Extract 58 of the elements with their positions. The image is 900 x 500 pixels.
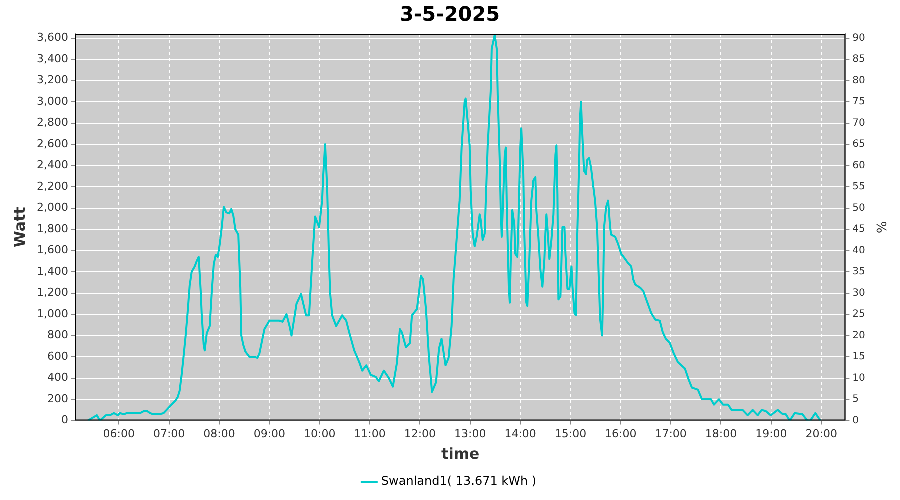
y-tick-label: 1,200 [36,286,68,300]
x-tick-label: 19:00 [756,427,788,440]
y2-tick-label: 5 [852,394,860,406]
y-tick-label: 400 [47,371,68,384]
y2-tick-label: 60 [852,160,866,172]
y-tick-label: 1,800 [36,222,68,236]
y-tick-label: 200 [47,392,68,406]
x-tick-label: 10:00 [304,427,336,440]
x-tick-label: 13:00 [454,427,486,440]
x-axis-title: time [442,444,480,463]
legend-label: Swanland1( 13.671 kWh ) [381,474,537,488]
y-tick-label: 3,200 [36,74,68,87]
x-tick-label: 12:00 [404,427,436,440]
x-tick-label: 18:00 [705,427,738,440]
y-tick-label: 3,400 [36,52,68,66]
y2-tick-label: 0 [852,415,860,426]
x-tick-label: 08:00 [204,427,236,440]
y2-tick-label: 75 [852,96,866,108]
y-tick-label: 600 [47,350,68,363]
y-tick-label: 1,600 [36,244,68,257]
y2-tick-label: 65 [852,139,866,150]
y2-tick-label: 55 [852,182,866,193]
y2-tick-label: 70 [852,118,866,129]
y2-tick-label: 85 [852,54,866,66]
y-tick-label: 2,200 [36,180,68,193]
y2-tick-label: 45 [852,224,866,236]
y-tick-label: 2,000 [36,201,68,214]
x-tick-label: 11:00 [354,427,386,440]
y-tick-label: 2,600 [36,137,68,150]
y2-tick-label: 30 [852,288,866,299]
y-tick-label: 3,600 [36,31,68,44]
y-tick-label: 1,400 [36,264,68,278]
y2-tick-label: 90 [852,32,866,44]
y2-axis-title: % [872,221,888,234]
x-tick-label: 06:00 [103,427,135,440]
y-tick-label: 2,400 [36,158,68,172]
x-tick-label: 15:00 [554,427,587,440]
y-tick-label: 2,800 [36,116,68,130]
y2-tick-label: 25 [852,309,866,320]
x-tick-label: 20:00 [806,427,838,440]
y2-tick-label: 20 [852,330,866,342]
y-axis-title: Watt [10,207,29,248]
chart-title: 3-5-2025 [400,2,500,26]
y2-tick-label: 80 [852,75,866,86]
x-tick-label: 16:00 [605,427,637,440]
y2-tick-label: 15 [852,352,866,363]
x-tick-label: 17:00 [655,427,687,440]
y2-tick-label: 40 [852,245,866,256]
y2-tick-label: 10 [852,372,866,384]
x-tick-label: 09:00 [254,427,286,440]
y-tick-label: 1,000 [36,307,68,320]
y-tick-label: 800 [47,328,68,342]
y2-tick-label: 50 [852,202,866,214]
y-tick-label: 0 [61,414,68,427]
y-tick-label: 3,000 [36,94,68,108]
x-tick-label: 14:00 [504,427,536,440]
x-tick-label: 07:00 [153,427,186,440]
y2-tick-label: 35 [852,266,866,278]
